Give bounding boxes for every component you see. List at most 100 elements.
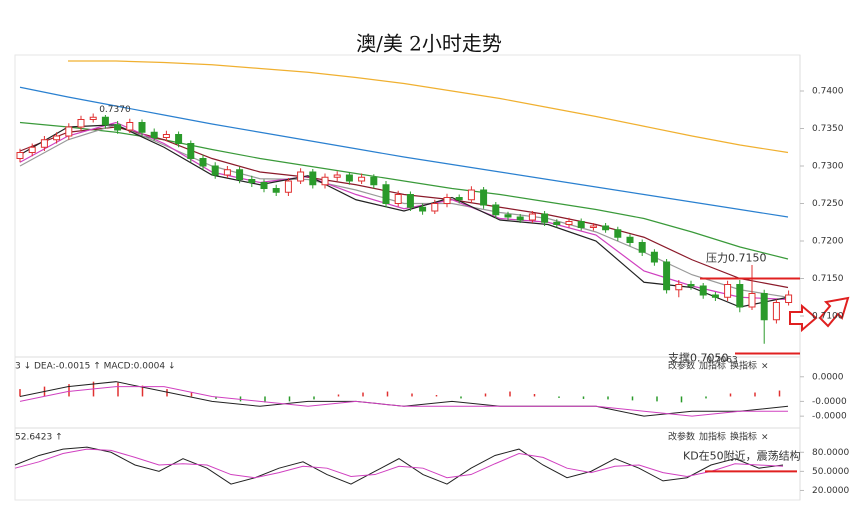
candle-body: [541, 213, 549, 223]
candle-body: [443, 197, 451, 204]
control-button[interactable]: 换指标: [730, 360, 757, 372]
y-tick-label: 0.7400: [812, 87, 844, 97]
candle-body: [236, 169, 244, 180]
panel-header: 52.6423 ↑: [15, 433, 63, 443]
indicator-line: [19, 124, 789, 308]
indicator-line: [19, 386, 788, 417]
indicator-line: [19, 121, 789, 260]
candle-body: [614, 229, 622, 238]
indicator-line: [19, 124, 789, 298]
candle-body: [284, 180, 292, 193]
annotation: 压力0.7150: [706, 252, 767, 265]
candle-body: [602, 225, 610, 231]
y-tick-label: 20.0000: [812, 486, 849, 496]
candle-body: [211, 165, 219, 176]
candle-body: [687, 284, 695, 287]
candle-body: [126, 122, 134, 131]
candle-body: [480, 189, 488, 206]
candle-body: [370, 176, 378, 186]
y-tick-label: 0.7200: [812, 237, 844, 247]
candle-body: [272, 188, 280, 193]
y-tick-label: 0.7250: [812, 199, 844, 209]
annotation: 0.7063: [706, 355, 738, 365]
candle-body: [260, 182, 268, 189]
control-button[interactable]: ×: [761, 362, 769, 372]
candle-body: [711, 294, 719, 298]
indicator-line: [14, 446, 784, 485]
candle-body: [382, 184, 390, 204]
control-button[interactable]: 改参数: [668, 431, 695, 443]
candle-body: [309, 171, 317, 186]
candle-body: [321, 176, 329, 186]
candle-body: [40, 139, 48, 148]
chart-title: 澳/美 2小时走势: [356, 32, 502, 56]
candle-body: [626, 236, 634, 243]
candle-body: [89, 116, 97, 120]
y-tick-label: 50.0000: [812, 467, 849, 477]
indicator-line: [14, 448, 784, 479]
candle-body: [492, 204, 500, 216]
candle-body: [577, 221, 585, 228]
candle-body: [455, 197, 463, 201]
candle-body: [663, 261, 671, 291]
y-tick-label: 80.0000: [812, 448, 849, 458]
arrow-icon: [789, 303, 818, 333]
panel-header: 3 ↓ DEA:-0.0015 ↑ MACD:0.0004 ↓: [15, 362, 176, 372]
y-tick-label: -0.0000: [812, 412, 847, 422]
candle-body: [406, 194, 414, 208]
candle-body: [162, 134, 170, 138]
candle-body: [467, 189, 475, 201]
indicator-line: [19, 86, 789, 218]
control-button[interactable]: 加指标: [699, 360, 726, 372]
candle-body: [553, 221, 561, 225]
candle-body: [736, 284, 744, 308]
candle-body: [297, 171, 305, 182]
annotation: KD在50附近，震荡结构: [683, 448, 801, 462]
control-button[interactable]: 改参数: [668, 360, 695, 372]
candle-body: [394, 194, 402, 204]
candle-body: [724, 284, 732, 298]
candle-body: [333, 174, 341, 178]
y-tick-label: 0.7150: [812, 274, 844, 284]
candle-body: [199, 158, 207, 167]
candle-body: [150, 131, 158, 138]
control-button[interactable]: ×: [761, 433, 769, 443]
candle-body: [77, 119, 85, 128]
candle-body: [53, 135, 61, 141]
candle-body: [699, 285, 707, 296]
annotation: 0.7370: [99, 105, 131, 115]
candle-body: [589, 225, 597, 228]
control-button[interactable]: 换指标: [730, 431, 757, 443]
candle-body: [114, 124, 122, 131]
indicator-line: [19, 121, 789, 301]
control-button[interactable]: 加指标: [699, 431, 726, 443]
candle-body: [565, 221, 573, 225]
annotation: 支撑0.7050: [668, 351, 729, 365]
candle-body: [65, 126, 73, 137]
arrow-icon: [818, 296, 850, 328]
candle-body: [345, 174, 353, 182]
candle-body: [772, 302, 780, 321]
candle-body: [516, 216, 524, 221]
indicator-line: [19, 126, 789, 289]
y-tick-label: 0.7350: [812, 124, 844, 134]
candle-body: [431, 203, 439, 212]
candle-body: [675, 284, 683, 291]
y-tick-label: 0.7300: [812, 162, 844, 172]
indicator-line: [68, 60, 789, 154]
y-tick-label: -0.0000: [812, 397, 847, 407]
candle-body: [187, 143, 195, 159]
candle-body: [175, 134, 183, 144]
candle-body: [504, 214, 512, 218]
candle-body: [528, 213, 536, 221]
candle-body: [419, 206, 427, 212]
candle-body: [16, 152, 24, 159]
candle-body: [638, 242, 646, 253]
candle-body: [28, 146, 36, 153]
candle-body: [248, 179, 256, 183]
candle-body: [785, 294, 793, 303]
candle-body: [101, 116, 109, 126]
candle-body: [138, 122, 146, 133]
candle-body: [650, 251, 658, 263]
